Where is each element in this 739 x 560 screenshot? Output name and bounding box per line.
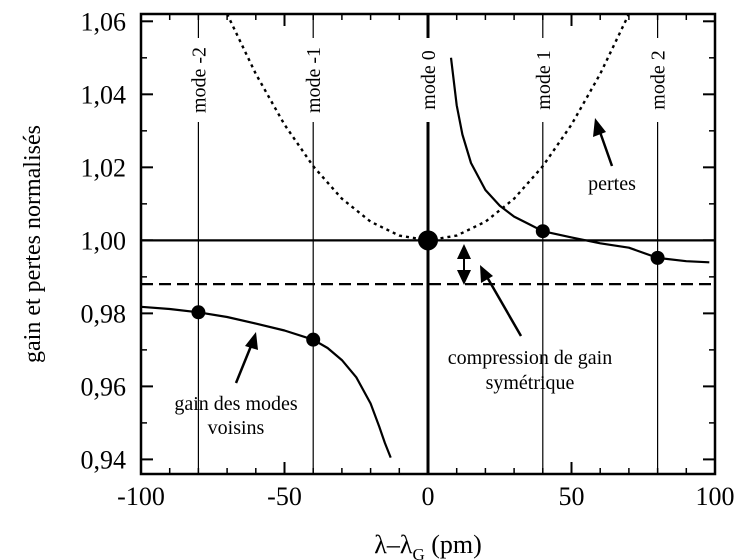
annotation-gain-arrow-shaft — [234, 345, 253, 384]
annotation-compression-line1: compression de gain — [448, 347, 612, 369]
annotation-gain-arrowhead — [245, 332, 258, 350]
y-axis-label: gain et pertes normalisés — [20, 125, 46, 363]
series-line-1 — [141, 305, 392, 459]
annotation-pertes-text: pertes — [588, 173, 636, 195]
y-tick-label: 0,96 — [81, 372, 127, 401]
y-tick-label: 0,98 — [81, 299, 127, 328]
x-axis-label-subscript: G — [412, 545, 424, 560]
compression-double-arrow-bottom — [457, 270, 471, 285]
x-tick-label: -100 — [117, 482, 165, 511]
annotation-compression-arrow-shaft — [485, 276, 523, 337]
y-tick-label: 1,06 — [81, 7, 127, 36]
plot-frame — [139, 12, 717, 476]
y-tick-label: 1,04 — [81, 80, 127, 109]
data-point-2 — [418, 230, 438, 251]
data-point-4 — [650, 250, 665, 265]
compression-double-arrow-top — [457, 244, 471, 259]
annotation-pertes-arrowhead — [593, 118, 606, 137]
y-tick-label: 1,02 — [81, 153, 127, 182]
mode-label-2: mode 0 — [418, 50, 440, 109]
mode-label-3: mode 1 — [533, 50, 555, 109]
x-tick-label: 50 — [559, 482, 585, 511]
mode-label-0: mode -2 — [188, 47, 210, 113]
annotation-gain-line1: gain des modes — [174, 393, 298, 415]
axis-ticks: -100 -50 0 50 100 0,94 0,96 0,98 1,00 1,02 1,04 1,0… — [81, 7, 735, 511]
annotation-compression-line2: symétrique — [486, 372, 575, 394]
data-point-1 — [306, 332, 321, 347]
x-axis-label: λ–λG (pm) — [374, 530, 482, 560]
annotation-pertes: pertes — [588, 118, 636, 195]
data-point-3 — [535, 224, 550, 239]
annotation-gain-line2: voisins — [208, 417, 265, 439]
mode-label-1: mode -1 — [303, 47, 325, 113]
annotation-compression-arrowhead — [480, 265, 493, 283]
annotation-gain: gain des modes voisins — [174, 332, 298, 439]
annotation-pertes-arrow-shaft — [598, 131, 614, 167]
data-point-0 — [191, 305, 206, 320]
y-tick-label: 1,00 — [81, 226, 127, 255]
mode-lines: mode -2 mode -1 mode 0 mode 1 mode 2 — [188, 14, 670, 474]
x-tick-label: 0 — [422, 482, 435, 511]
data-points — [191, 224, 665, 347]
mode-label-4: mode 2 — [648, 50, 670, 109]
x-tick-label: -50 — [267, 482, 302, 511]
series-line-2 — [449, 57, 710, 264]
x-tick-label: 100 — [696, 482, 735, 511]
annotation-compression: compression de gain symétrique — [448, 244, 612, 394]
x-axis-label-unit: (pm) — [425, 530, 482, 559]
y-tick-label: 0,94 — [81, 445, 127, 474]
